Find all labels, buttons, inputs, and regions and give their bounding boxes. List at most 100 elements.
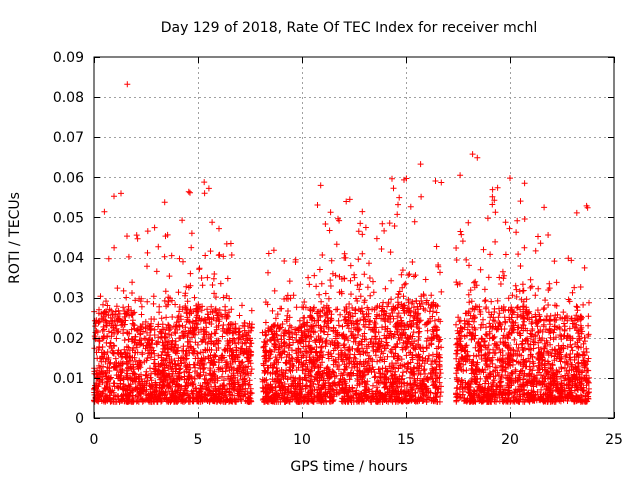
data-point — [458, 231, 465, 238]
data-point — [520, 287, 527, 294]
data-point — [191, 294, 198, 301]
data-point — [306, 281, 313, 288]
data-point — [129, 388, 136, 395]
data-point — [94, 355, 101, 362]
data-point — [351, 274, 358, 281]
data-point — [335, 322, 342, 329]
data-point — [91, 317, 98, 324]
data-point — [147, 365, 153, 372]
data-point — [395, 201, 401, 208]
data-point — [99, 369, 106, 376]
data-point — [138, 371, 144, 378]
data-point — [100, 398, 107, 405]
data-point — [540, 306, 547, 313]
data-point — [140, 398, 147, 404]
data-point — [220, 253, 227, 260]
data-point — [437, 269, 443, 276]
data-point — [180, 343, 187, 350]
data-point — [277, 305, 284, 312]
data-point — [147, 344, 154, 351]
data-point — [246, 381, 253, 388]
data-point — [133, 232, 140, 239]
data-point — [424, 327, 431, 334]
data-point — [91, 398, 98, 405]
data-point — [221, 346, 228, 353]
data-point — [152, 381, 159, 388]
data-point — [158, 375, 165, 382]
data-point — [517, 198, 524, 205]
data-point — [286, 278, 293, 285]
data-point — [355, 228, 362, 235]
data-point — [438, 288, 445, 295]
data-point — [438, 179, 445, 186]
data-point — [501, 326, 508, 332]
data-point — [472, 278, 479, 285]
data-point — [147, 398, 154, 405]
data-point — [129, 279, 136, 286]
data-point — [373, 235, 380, 242]
data-point — [348, 291, 354, 298]
data-point — [586, 299, 592, 306]
data-point — [528, 283, 535, 290]
data-point — [94, 370, 101, 377]
data-point — [161, 253, 168, 260]
data-point — [370, 278, 376, 285]
data-point — [410, 329, 417, 336]
data-point — [125, 253, 132, 260]
data-point — [399, 267, 406, 274]
data-point — [174, 398, 181, 405]
data-point — [386, 220, 393, 227]
data-point — [319, 252, 326, 258]
data-point — [162, 373, 168, 380]
data-point — [585, 313, 592, 320]
data-point — [428, 292, 435, 299]
data-point — [407, 203, 414, 210]
data-point — [192, 355, 199, 362]
data-point — [411, 218, 418, 225]
data-point — [113, 335, 120, 342]
data-point — [573, 303, 580, 310]
data-point — [347, 262, 354, 269]
data-point — [113, 303, 120, 310]
data-point — [95, 346, 102, 353]
data-point — [499, 268, 506, 275]
data-point — [120, 287, 127, 294]
data-point — [187, 189, 193, 196]
data-point — [183, 283, 190, 290]
data-point — [130, 370, 137, 377]
data-point — [357, 220, 364, 227]
data-point — [124, 398, 131, 405]
data-point — [116, 316, 123, 323]
data-point — [542, 297, 549, 304]
data-point — [152, 393, 159, 400]
data-point — [165, 383, 172, 389]
data-point — [109, 318, 116, 325]
data-point — [382, 285, 389, 292]
data-point — [151, 224, 158, 231]
data-point — [577, 284, 584, 290]
data-point — [370, 382, 376, 389]
data-point — [158, 360, 165, 367]
data-point — [269, 307, 276, 314]
data-point — [153, 340, 160, 346]
data-point — [271, 287, 278, 294]
data-point — [143, 357, 150, 364]
data-point — [132, 297, 139, 304]
data-point — [207, 248, 214, 255]
data-point — [129, 338, 135, 345]
data-point — [148, 320, 155, 327]
data-point — [150, 360, 157, 367]
data-point — [285, 308, 291, 314]
data-point — [143, 372, 150, 379]
data-point — [333, 306, 339, 313]
data-point — [100, 363, 107, 370]
data-point — [131, 309, 138, 316]
data-point — [122, 317, 129, 324]
data-point — [248, 340, 255, 347]
data-point — [99, 335, 106, 342]
data-point — [150, 300, 157, 307]
data-point — [491, 350, 498, 357]
data-point — [104, 302, 111, 309]
data-point — [132, 339, 139, 346]
data-point — [492, 238, 499, 245]
